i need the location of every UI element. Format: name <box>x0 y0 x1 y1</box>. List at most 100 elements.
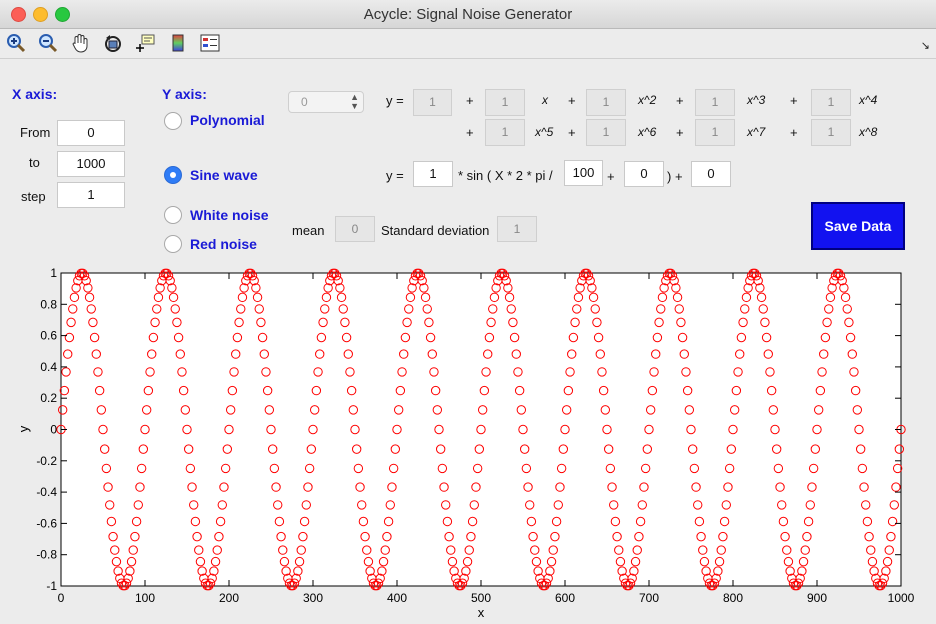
data-point <box>894 444 905 454</box>
step-input[interactable]: 1 <box>57 182 125 208</box>
window-title: Acycle: Signal Noise Generator <box>363 6 573 23</box>
data-point <box>467 516 478 527</box>
dock-arrow-icon[interactable]: ↘ <box>920 40 930 52</box>
data-point <box>373 578 384 588</box>
data-point <box>395 385 406 396</box>
data-point <box>148 332 159 343</box>
data-point <box>866 545 876 555</box>
data-point <box>74 271 85 281</box>
y-tick-label: -1 <box>46 579 57 593</box>
period-input[interactable]: 100 <box>564 160 603 186</box>
data-point <box>293 566 303 576</box>
pan-hand-icon[interactable] <box>69 32 91 54</box>
data-point <box>555 482 565 492</box>
red-noise-radio[interactable] <box>164 235 182 253</box>
white-noise-radio[interactable] <box>164 206 182 224</box>
minimize-window-button[interactable] <box>33 7 48 22</box>
poly-coef-0[interactable]: 1 <box>413 89 452 116</box>
data-cursor-icon[interactable] <box>134 32 156 54</box>
data-point <box>824 304 834 314</box>
data-point <box>99 444 110 454</box>
poly-coef-6[interactable]: 1 <box>586 119 626 146</box>
sine-wave-radio[interactable] <box>164 166 182 184</box>
sd-input[interactable]: 1 <box>497 216 537 242</box>
plus-sign: + <box>466 93 474 108</box>
data-point <box>214 531 224 542</box>
save-data-button[interactable]: Save Data <box>811 202 905 250</box>
to-input[interactable]: 1000 <box>57 151 125 177</box>
polynomial-order-stepper[interactable]: 0 ▲ ▼ <box>288 91 364 113</box>
data-point <box>645 405 656 415</box>
data-point <box>57 405 68 415</box>
data-point <box>657 292 668 303</box>
data-point <box>751 271 762 281</box>
data-point <box>140 424 150 435</box>
data-point <box>61 367 71 377</box>
data-point <box>810 444 821 454</box>
data-point <box>81 275 91 286</box>
data-point <box>605 463 616 474</box>
poly-coef-2[interactable]: 1 <box>586 89 626 116</box>
signal-plot: 0 100 200 300 400 500 600 700 800 900 1000 -1 -0.8 -0… <box>16 266 915 620</box>
zoom-out-icon[interactable] <box>37 32 59 54</box>
poly-coef-5[interactable]: 1 <box>485 119 525 146</box>
legend-icon[interactable] <box>199 32 221 54</box>
offset-input[interactable]: 0 <box>691 161 731 187</box>
data-point <box>701 566 711 576</box>
data-point <box>252 292 263 303</box>
poly-coef-7[interactable]: 1 <box>695 119 735 146</box>
maximize-window-button[interactable] <box>55 7 70 22</box>
data-point <box>313 367 323 377</box>
data-point <box>572 304 582 314</box>
data-point <box>385 500 395 510</box>
poly-coef-8[interactable]: 1 <box>811 119 851 146</box>
data-point <box>652 332 663 343</box>
data-point <box>126 556 137 567</box>
data-point <box>669 275 679 286</box>
data-point <box>234 317 244 328</box>
plot-area[interactable] <box>60 272 902 587</box>
data-point <box>200 578 211 588</box>
data-point <box>551 516 562 527</box>
close-window-button[interactable] <box>11 7 26 22</box>
data-point <box>822 317 832 328</box>
from-input[interactable]: 0 <box>57 120 125 146</box>
data-point <box>377 566 387 576</box>
term-x5: x^5 <box>535 125 554 139</box>
data-point <box>560 424 570 435</box>
data-point <box>556 463 567 474</box>
zoom-in-icon[interactable] <box>5 32 27 54</box>
poly-coef-4[interactable]: 1 <box>811 89 851 116</box>
poly-coef-1[interactable]: 1 <box>485 89 525 116</box>
phase-input[interactable]: 0 <box>624 161 664 187</box>
figure-toolbar: ↘ <box>0 29 936 59</box>
data-point <box>647 385 658 396</box>
data-point <box>800 545 810 555</box>
data-point <box>469 500 479 510</box>
data-point <box>713 566 723 576</box>
mean-input[interactable]: 0 <box>335 216 375 242</box>
data-point <box>761 332 772 343</box>
data-point <box>592 317 602 328</box>
data-point <box>681 367 691 377</box>
data-point <box>185 463 196 474</box>
data-point <box>390 444 401 454</box>
poly-coef-3[interactable]: 1 <box>695 89 735 116</box>
data-point <box>523 482 533 492</box>
amplitude-input[interactable]: 1 <box>413 161 453 187</box>
data-point <box>808 463 819 474</box>
data-point <box>262 385 273 396</box>
x-axis-header: X axis: <box>12 86 58 102</box>
data-point <box>783 556 794 567</box>
rotate-icon[interactable] <box>102 32 124 54</box>
data-point <box>545 566 555 576</box>
data-point <box>598 385 609 396</box>
data-point <box>481 367 491 377</box>
polynomial-radio[interactable] <box>164 112 182 130</box>
data-point <box>519 444 530 454</box>
colorbar-icon[interactable] <box>167 32 189 54</box>
data-point <box>570 317 580 328</box>
stepper-arrows-icon[interactable]: ▲ ▼ <box>350 92 359 111</box>
data-point <box>422 304 432 314</box>
data-point <box>375 573 385 584</box>
